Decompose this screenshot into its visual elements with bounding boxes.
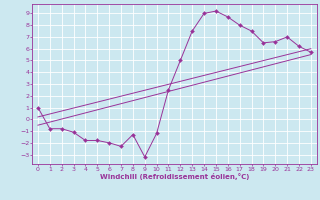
X-axis label: Windchill (Refroidissement éolien,°C): Windchill (Refroidissement éolien,°C) — [100, 173, 249, 180]
